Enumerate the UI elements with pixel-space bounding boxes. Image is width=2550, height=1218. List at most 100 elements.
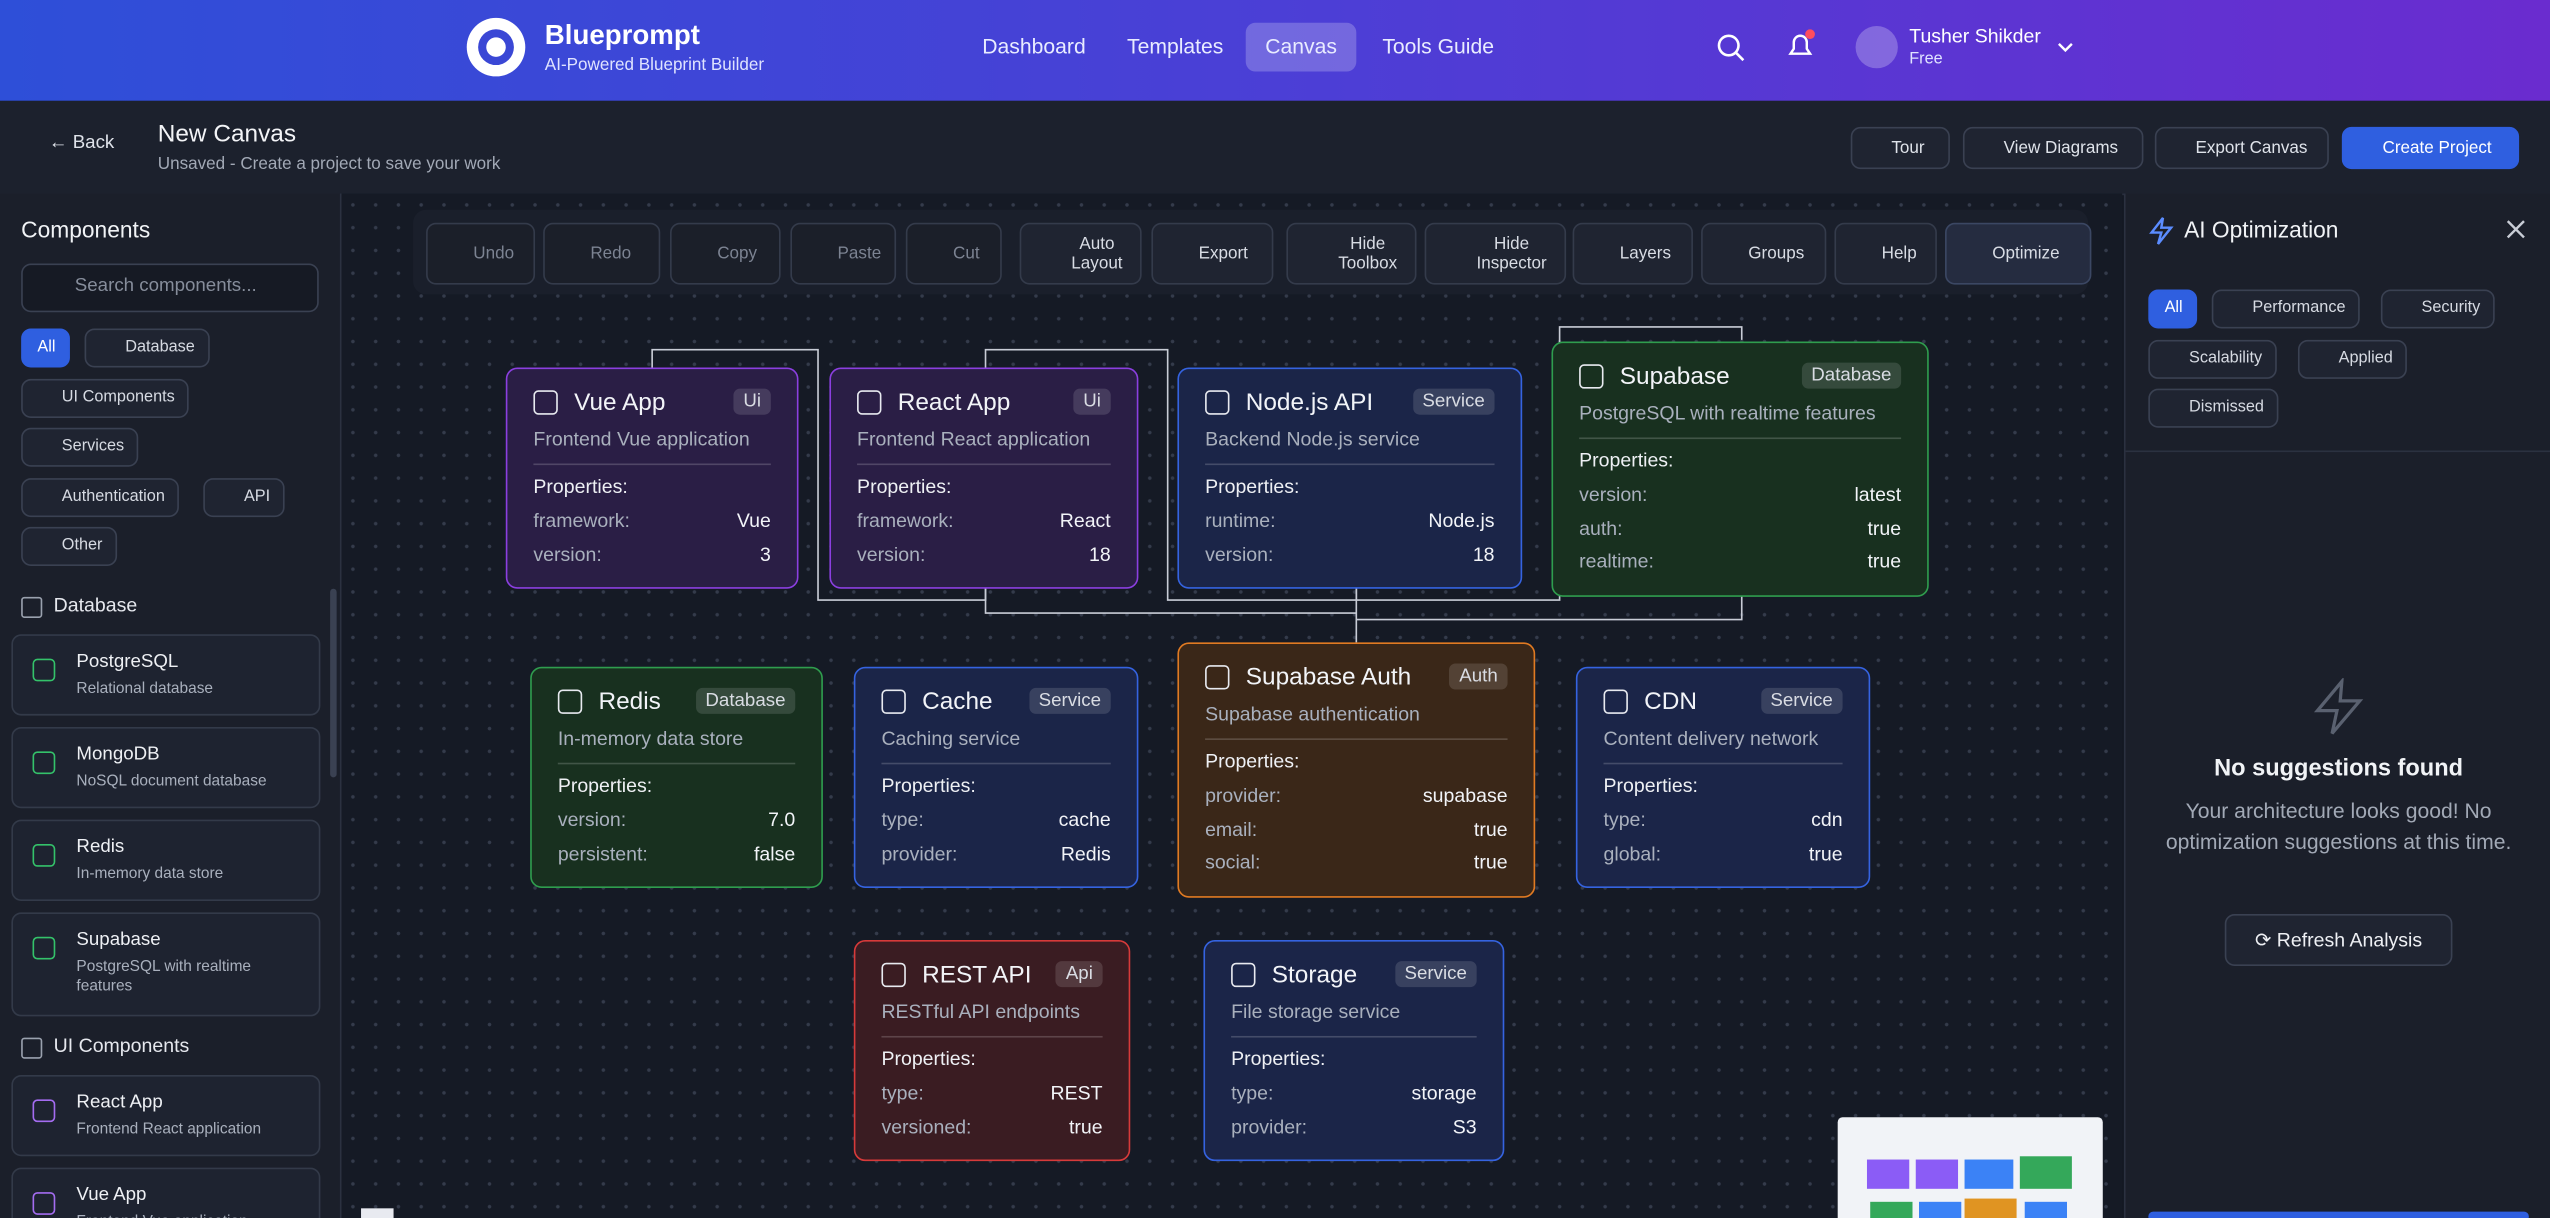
suggestion-filter[interactable]: Scalability	[2148, 339, 2277, 379]
node[interactable]: Node.js API Service Backend Node.js servic…	[1177, 367, 1523, 589]
suggestion-filter[interactable]: Security	[2380, 289, 2495, 329]
search-icon[interactable]	[1716, 33, 1745, 62]
component-card[interactable]: React App Frontend React application	[11, 1074, 321, 1157]
nav-link[interactable]: Tools Guide	[1382, 34, 1494, 59]
component-card[interactable]: PostgreSQL Relational database	[11, 634, 321, 716]
node-header: Supabase Auth Auth	[1205, 657, 1508, 696]
node-badge: Database	[695, 687, 796, 714]
search-box[interactable]: Search components...	[21, 263, 319, 313]
panel-title: AI Optimization	[2184, 216, 2339, 243]
node[interactable]: Supabase Database PostgreSQL with realtime…	[1551, 341, 1929, 597]
nav-link[interactable]: Templates	[1127, 34, 1224, 59]
suggestion-filter[interactable]: Applied	[2297, 339, 2408, 379]
property-value: S3	[1452, 1114, 1477, 1138]
avatar[interactable]	[1855, 26, 1898, 69]
property-key: auth:	[1579, 516, 1623, 540]
brand: Blueprompt	[544, 19, 700, 51]
property-value: Redis	[1060, 841, 1111, 865]
component-card[interactable]: Supabase PostgreSQL with realtime feature…	[11, 912, 321, 1017]
action-button[interactable]: Create Project	[2341, 126, 2520, 170]
toolbar-button[interactable]: Optimize	[1945, 222, 2092, 285]
node-badge: Service	[1028, 687, 1111, 714]
component-icon	[32, 1099, 56, 1123]
component-desc: Relational database	[76, 679, 214, 698]
suggestion-filter[interactable]: All	[2148, 289, 2198, 329]
filter-chip[interactable]: Services	[21, 427, 139, 467]
section-icon	[21, 1037, 43, 1059]
node-divider	[1205, 463, 1495, 466]
suggestion-filter[interactable]: Performance	[2211, 289, 2361, 329]
scrollbar[interactable]	[330, 588, 337, 778]
node[interactable]: Cache Service Caching service Properties: ty…	[853, 666, 1139, 888]
toolbar-button[interactable]: Groups	[1701, 222, 1827, 285]
toolbar-button[interactable]: Hide Toolbox	[1286, 222, 1417, 285]
chevron[interactable]	[2056, 39, 2076, 55]
filter-chip[interactable]: Database	[84, 328, 210, 368]
canvas[interactable]: Undo Redo Copy Paste Cut Auto Layout Export Hid…	[341, 193, 2123, 1218]
node[interactable]: Vue App Ui Frontend Vue application Propert…	[505, 367, 799, 589]
node-icon	[881, 961, 906, 987]
properties-label: Properties:	[857, 474, 952, 498]
component-card[interactable]: Redis In-memory data store	[11, 819, 321, 901]
toolbar-button[interactable]: Redo	[543, 222, 661, 285]
node[interactable]: CDN Service Content delivery network Proper…	[1575, 666, 1871, 888]
node[interactable]: React App Ui Frontend React application Pro…	[829, 367, 1139, 589]
filter-chip[interactable]: Authentication	[21, 478, 180, 518]
node[interactable]: Redis Database In-memory data store Propert…	[530, 666, 823, 888]
toolbar-button[interactable]: Export	[1151, 222, 1274, 285]
node[interactable]: Supabase Auth Auth Supabase authentication…	[1177, 642, 1536, 897]
node-badge: Service	[1394, 961, 1477, 988]
toolbar-button[interactable]: Layers	[1572, 222, 1693, 285]
tagline: AI-Powered Blueprint Builder	[544, 55, 765, 75]
property-row: version: 3	[533, 537, 770, 570]
node-header: Storage Service	[1231, 955, 1477, 994]
refresh-button[interactable]: ⟳ Refresh Analysis	[2224, 913, 2453, 967]
node-title: Cache	[922, 687, 993, 715]
property-row: version: latest	[1579, 478, 1901, 511]
notifications[interactable]	[1784, 29, 1817, 62]
action-button[interactable]: Export Canvas	[2154, 126, 2329, 170]
component-card[interactable]: Vue App Frontend Vue application	[11, 1167, 321, 1218]
toolbar-button[interactable]: Auto Layout	[1019, 222, 1142, 285]
node-desc: In-memory data store	[557, 726, 744, 750]
primary-button[interactable]	[2148, 1211, 2529, 1218]
toolbar-button[interactable]: Copy	[670, 222, 781, 285]
nav-link[interactable]: Dashboard	[982, 34, 1086, 59]
node-title: Storage	[1271, 960, 1358, 988]
node-desc: Backend Node.js service	[1205, 427, 1420, 451]
close-button[interactable]	[2506, 220, 2526, 240]
node-icon	[1231, 961, 1256, 987]
property-row: type: cdn	[1604, 803, 1843, 836]
properties-label: Properties:	[1603, 774, 1698, 797]
scroll-handle[interactable]	[361, 1208, 394, 1218]
top-bar: Blueprompt AI-Powered Blueprint Builder …	[0, 0, 2550, 101]
action-button[interactable]: View Diagrams	[1962, 126, 2144, 170]
node-desc: Supabase authentication	[1205, 702, 1420, 726]
action-button[interactable]: Tour	[1850, 126, 1950, 170]
toolbar-button[interactable]: Paste	[790, 222, 897, 285]
filter-chip[interactable]: API	[203, 478, 285, 518]
node[interactable]: REST API Api RESTful API endpoints Properti…	[853, 939, 1131, 1162]
toolbar-button[interactable]: Cut	[905, 222, 1002, 285]
filter-chip[interactable]: All	[21, 328, 71, 368]
node-desc: Content delivery network	[1603, 726, 1819, 750]
nav-link[interactable]: Canvas	[1245, 22, 1357, 72]
property-key: provider:	[1231, 1114, 1308, 1138]
toolbar-button[interactable]: Undo	[426, 222, 536, 285]
toolbar-button[interactable]: Hide Inspector	[1424, 222, 1567, 285]
property-row: type: REST	[881, 1077, 1102, 1110]
node[interactable]: Storage Service File storage service Proper…	[1203, 939, 1505, 1162]
back-button[interactable]: ← Back	[48, 133, 115, 153]
toolbar-button[interactable]: Help	[1834, 222, 1937, 285]
filter-chip[interactable]: UI Components	[21, 378, 190, 418]
property-key: type:	[881, 1081, 924, 1105]
properties-label: Properties:	[533, 474, 628, 498]
filter-chip[interactable]: Other	[21, 526, 118, 566]
property-key: realtime:	[1579, 549, 1654, 573]
property-key: provider:	[881, 841, 958, 865]
minimap[interactable]	[1837, 1117, 2103, 1218]
suggestion-filter[interactable]: Dismissed	[2148, 388, 2279, 428]
component-icon	[32, 936, 56, 960]
component-card[interactable]: MongoDB NoSQL document database	[11, 726, 321, 809]
